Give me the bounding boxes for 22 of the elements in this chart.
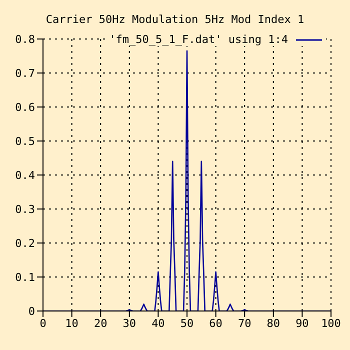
x-tick-label: 50 (180, 316, 194, 330)
y-tick-label: 0.8 (15, 32, 35, 46)
chart-title: Carrier 50Hz Modulation 5Hz Mod Index 1 (44, 13, 306, 26)
x-tick-label: 60 (209, 316, 222, 330)
y-tick-label: 0.3 (15, 202, 35, 216)
y-tick-label: 0.4 (15, 168, 36, 182)
x-tick-label: 20 (94, 316, 108, 330)
y-tick-label: 0.6 (15, 100, 35, 114)
legend-label: 'fm_50_5_1_F.dat' using 1:4 (109, 33, 288, 46)
x-tick-label: 10 (65, 316, 78, 330)
x-tick-label: 0 (40, 316, 46, 330)
x-tick-label: 70 (238, 316, 252, 330)
y-tick-label: 0.5 (15, 134, 35, 148)
x-tick-label: 100 (321, 316, 341, 330)
y-tick-label: 0 (28, 304, 35, 318)
x-tick-label: 90 (296, 316, 309, 330)
x-tick-label: 80 (266, 316, 280, 330)
y-tick-label: 0.7 (15, 66, 35, 80)
x-tick-label: 40 (152, 316, 165, 330)
y-tick-label: 0.2 (15, 236, 35, 250)
x-tick-label: 30 (122, 316, 136, 330)
y-tick-label: 0.1 (15, 270, 35, 284)
